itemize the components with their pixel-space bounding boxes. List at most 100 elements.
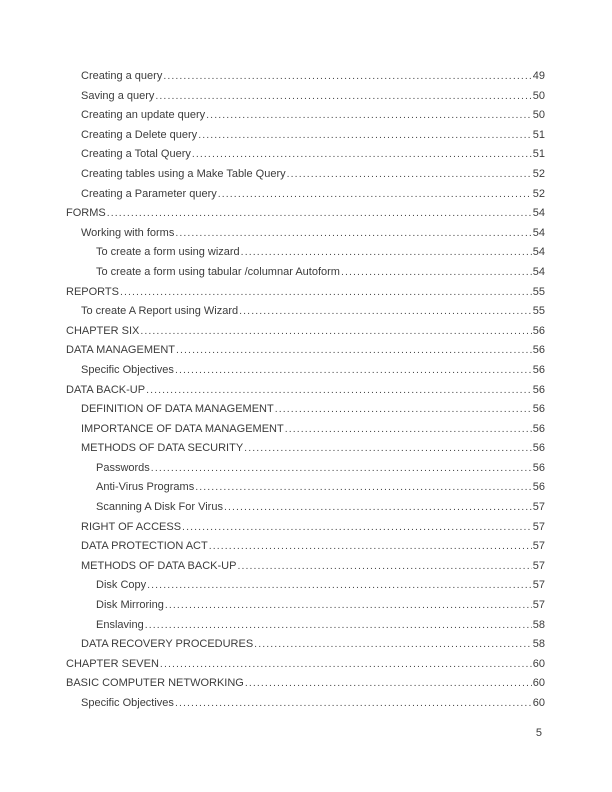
toc-entry-label: To create a form using tabular /columnar…: [96, 265, 340, 278]
toc-leader-dots: ........................................…: [164, 599, 532, 612]
toc-entry[interactable]: To create A Report using Wizard ........…: [0, 302, 612, 322]
toc-entry[interactable]: IMPORTANCE OF DATA MANAGEMENT ..........…: [0, 420, 612, 440]
toc-entry-label: DATA MANAGEMENT: [66, 344, 175, 357]
toc-page-number: 58: [532, 638, 545, 651]
toc-page-number: 51: [532, 128, 545, 141]
toc-leader-dots: ........................................…: [176, 344, 532, 357]
toc-page-number: 60: [532, 697, 545, 709]
toc-entry-label: Creating tables using a Make Table Query: [81, 167, 286, 180]
toc-leader-dots: ........................................…: [254, 638, 532, 651]
toc-leader-dots: ........................................…: [175, 226, 532, 239]
toc-leader-dots: ........................................…: [274, 403, 532, 416]
toc-entry[interactable]: REPORTS ................................…: [0, 283, 612, 303]
toc-page-number: 56: [532, 422, 545, 435]
toc-entry[interactable]: Anti-Virus Programs ....................…: [0, 478, 612, 498]
toc-entry[interactable]: FORMS ..................................…: [0, 204, 612, 224]
toc-entry[interactable]: METHODS OF DATA SECURITY ...............…: [0, 439, 612, 459]
toc-page-number: 56: [532, 383, 545, 396]
toc-entry[interactable]: Creating a Parameter query .............…: [0, 185, 612, 205]
toc-entry-label: Specific Objectives: [81, 697, 174, 709]
toc-entry[interactable]: Disk Copy ..............................…: [0, 576, 612, 596]
toc-entry-label: Saving a query: [81, 89, 155, 102]
toc-page-number: 56: [532, 481, 545, 494]
toc-page-number: 49: [532, 70, 545, 82]
toc-entry-label: BASIC COMPUTER NETWORKING: [66, 677, 244, 690]
toc-entry[interactable]: DATA MANAGEMENT ........................…: [0, 341, 612, 361]
toc-leader-dots: ........................................…: [240, 246, 532, 259]
toc-entry[interactable]: Creating a query .......................…: [0, 67, 612, 87]
toc-entry-label: DATA BACK-UP: [66, 383, 146, 396]
toc-entry[interactable]: DATA RECOVERY PROCEDURES ...............…: [0, 635, 612, 655]
toc-entry[interactable]: To create a form using tabular /columnar…: [0, 263, 612, 283]
toc-entry-label: Working with forms: [81, 226, 175, 239]
toc-entry-label: Anti-Virus Programs: [96, 481, 195, 494]
toc-entry-label: Specific Objectives: [81, 363, 174, 376]
toc-page-number: 55: [532, 285, 545, 298]
toc-entry[interactable]: Creating tables using a Make Table Query…: [0, 165, 612, 185]
toc-leader-dots: ........................................…: [286, 167, 532, 180]
toc-entry-label: Creating a Parameter query: [81, 187, 217, 200]
toc-page-number: 56: [532, 403, 545, 416]
toc-leader-dots: ........................................…: [244, 442, 532, 455]
toc-leader-dots: ........................................…: [140, 324, 531, 337]
toc-page-number: 51: [532, 148, 545, 161]
toc-entry[interactable]: BASIC COMPUTER NETWORKING ..............…: [0, 674, 612, 694]
toc-leader-dots: ........................................…: [206, 109, 532, 122]
toc-page-number: 55: [532, 305, 545, 318]
toc-leader-dots: ........................................…: [195, 481, 532, 494]
toc-leader-dots: ........................................…: [119, 285, 532, 298]
toc-entry[interactable]: Creating an update query ...............…: [0, 106, 612, 126]
toc-entry[interactable]: CHAPTER SEVEN ..........................…: [0, 655, 612, 675]
toc-page-number: 52: [532, 187, 545, 200]
toc-leader-dots: ........................................…: [144, 618, 532, 631]
toc-leader-dots: ........................................…: [208, 540, 532, 553]
toc-page-number: 50: [532, 89, 545, 102]
toc-entry[interactable]: Scanning A Disk For Virus ..............…: [0, 498, 612, 518]
toc-leader-dots: ........................................…: [159, 657, 532, 670]
toc-page-number: 57: [532, 579, 545, 592]
toc-entry[interactable]: METHODS OF DATA BACK-UP ................…: [0, 557, 612, 577]
toc-entry[interactable]: CHAPTER SIX ............................…: [0, 322, 612, 342]
toc-leader-dots: ........................................…: [217, 187, 532, 200]
toc-entry-label: CHAPTER SIX: [66, 324, 140, 337]
toc-entry[interactable]: DATA PROTECTION ACT ....................…: [0, 537, 612, 557]
toc-entry-label: Disk Copy: [96, 579, 147, 592]
toc-entry-label: Scanning A Disk For Virus: [96, 501, 223, 514]
toc-entry[interactable]: Creating a Total Query .................…: [0, 145, 612, 165]
toc-leader-dots: ........................................…: [239, 305, 532, 318]
toc-entry[interactable]: Disk Mirroring .........................…: [0, 596, 612, 616]
toc-entry-label: Creating a Total Query: [81, 148, 191, 161]
toc-entry[interactable]: Specific Objectives ....................…: [0, 694, 612, 714]
toc-page-number: 57: [532, 559, 545, 572]
toc-entry[interactable]: Saving a query .........................…: [0, 87, 612, 107]
toc-entry[interactable]: Working with forms .....................…: [0, 224, 612, 244]
toc-page-number: 56: [532, 344, 545, 357]
toc-page-number: 52: [532, 167, 545, 180]
toc-entry[interactable]: Enslaving ..............................…: [0, 616, 612, 636]
toc-entry[interactable]: DATA BACK-UP ...........................…: [0, 381, 612, 401]
toc-page-number: 54: [532, 246, 545, 259]
toc-leader-dots: ........................................…: [106, 207, 532, 220]
toc-entry-label: REPORTS: [66, 285, 119, 298]
toc-entry[interactable]: DEFINITION OF DATA MANAGEMENT ..........…: [0, 400, 612, 420]
toc-entry-label: DEFINITION OF DATA MANAGEMENT: [81, 403, 274, 416]
toc-entry-label: To create a form using wizard: [96, 246, 240, 259]
toc-page-number: 56: [532, 363, 545, 376]
toc-entry-label: FORMS: [66, 207, 106, 220]
toc-entry-label: Creating a query: [81, 70, 163, 82]
toc-entry-label: Passwords: [96, 461, 150, 474]
toc-leader-dots: ........................................…: [284, 422, 532, 435]
toc-page-number: 50: [532, 109, 545, 122]
toc-entry-label: CHAPTER SEVEN: [66, 657, 159, 670]
toc-entry[interactable]: Passwords ..............................…: [0, 459, 612, 479]
toc-entry[interactable]: Specific Objectives ....................…: [0, 361, 612, 381]
toc-entry[interactable]: Creating a Delete query ................…: [0, 126, 612, 146]
toc-page-number: 56: [532, 442, 545, 455]
toc-entry[interactable]: RIGHT OF ACCESS ........................…: [0, 518, 612, 538]
toc-entry-label: Enslaving: [96, 618, 144, 631]
toc-entry[interactable]: To create a form using wizard ..........…: [0, 243, 612, 263]
toc-page-number: 54: [532, 265, 545, 278]
toc-page-number: 54: [532, 226, 545, 239]
toc-page-number: 57: [532, 599, 545, 612]
toc-leader-dots: ........................................…: [163, 70, 531, 82]
